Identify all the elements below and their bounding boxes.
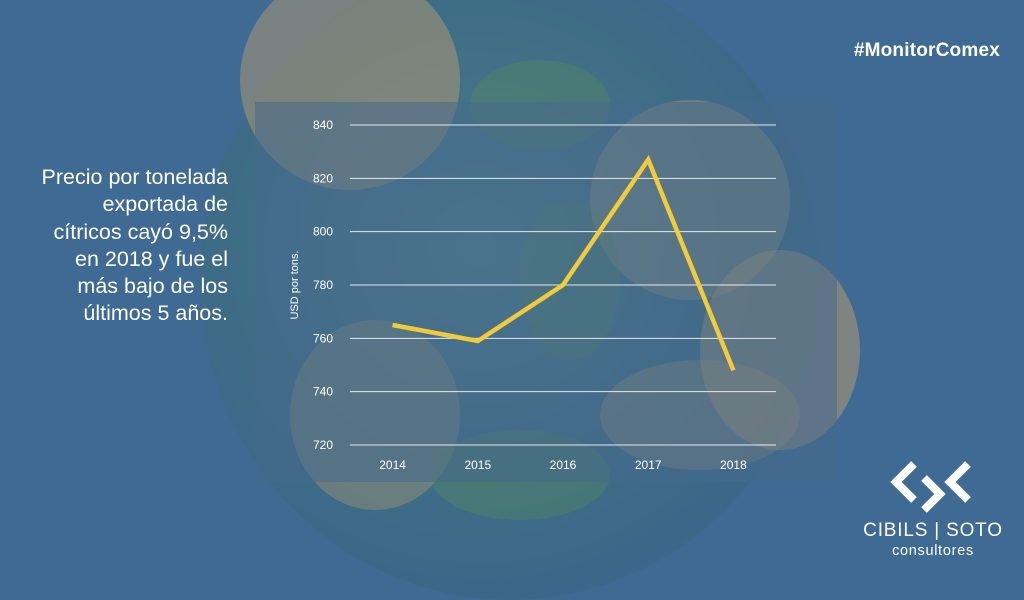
- logo-name: CIBILS | SOTO: [858, 520, 1008, 542]
- line-chart: 840 820 800 780 760 740 720 2014 2015 2016 2017 201…: [255, 102, 837, 482]
- headline-text: Precio por tonelada exportada de cítrico…: [40, 164, 228, 328]
- company-logo: CIBILS | SOTO consultores: [858, 458, 1008, 568]
- x-tick-label: 2018: [720, 458, 747, 472]
- logo-chevrons-icon: [888, 458, 978, 518]
- y-axis-label: USD por tons.: [289, 250, 301, 319]
- y-tick-label: 760: [313, 331, 333, 345]
- x-tick-label: 2017: [635, 458, 662, 472]
- y-tick-label: 800: [313, 225, 333, 239]
- y-tick-label: 840: [313, 118, 333, 132]
- x-tick-label: 2015: [464, 458, 491, 472]
- chart-panel: 840 820 800 780 760 740 720 2014 2015 2016 2017 201…: [255, 102, 837, 482]
- x-tick-label: 2014: [379, 458, 406, 472]
- y-tick-label: 740: [313, 385, 333, 399]
- x-tick-label: 2016: [550, 458, 577, 472]
- y-tick-label: 780: [313, 278, 333, 292]
- y-tick-label: 720: [313, 438, 333, 452]
- hashtag: #MonitorComex: [854, 40, 1000, 62]
- y-tick-label: 820: [313, 171, 333, 185]
- logo-subtitle: consultores: [858, 543, 1008, 559]
